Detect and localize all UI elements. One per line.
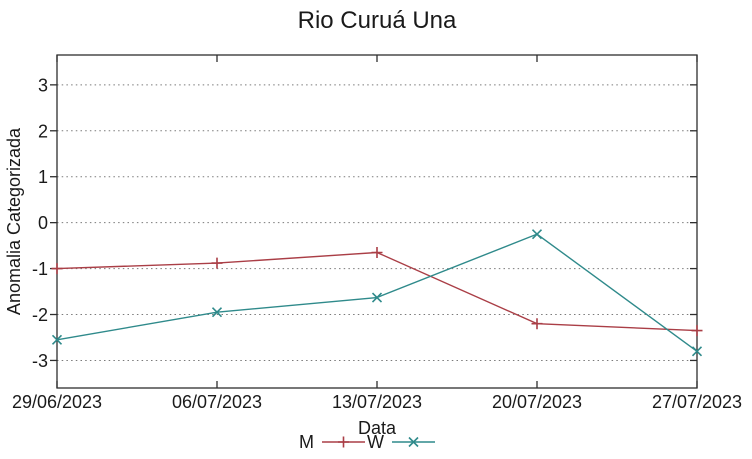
series-marker-w-cross [691,346,703,357]
legend-sample-marker-m [338,436,349,448]
x-axis-label: Data [358,418,397,438]
series-marker-m-plus [691,325,703,337]
x-tick-label: 29/06/2023 [12,392,102,412]
series-line-m [56,251,698,332]
y-tick-label: 0 [38,213,48,233]
legend-label-w: W [367,432,384,452]
legend-sample-marker-w [408,436,419,448]
y-tick-label: -1 [32,259,48,279]
chart-title: Rio Curuá Una [298,7,457,34]
series-marker-m-plus [211,257,223,269]
series-marker-w-cross [531,229,543,240]
y-axis-label: Anomalia Categorizada [4,127,24,315]
y-tick-label: -3 [32,351,48,371]
plot-border [56,54,698,389]
x-tick-label: 27/07/2023 [652,392,742,412]
x-tick-label: 13/07/2023 [332,392,422,412]
series-marker-w-cross [51,334,63,345]
x-tick-label: 06/07/2023 [172,392,262,412]
y-tick-label: -2 [32,305,48,325]
series-marker-w-cross [211,307,223,318]
legend-label-m: M [299,432,314,452]
series-marker-m-plus [51,263,63,275]
x-tick-label: 20/07/2023 [492,392,582,412]
series-marker-m-plus [531,318,543,330]
y-tick-label: 1 [38,167,48,187]
y-tick-label: 2 [38,121,48,141]
series-marker-m-plus [371,247,383,259]
series-marker-w-cross [371,292,383,303]
y-tick-label: 3 [38,75,48,95]
